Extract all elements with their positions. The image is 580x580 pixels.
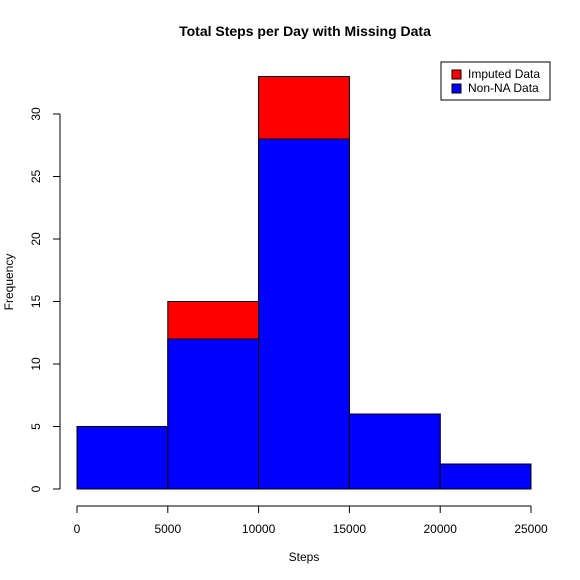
- x-axis-label: Steps: [289, 550, 320, 564]
- y-axis: 0 5 10 15 20 25 30: [29, 107, 61, 492]
- chart-title: Total Steps per Day with Missing Data: [179, 23, 431, 39]
- non-na-bar: [258, 138, 350, 490]
- x-tick-label: 15000: [333, 522, 367, 536]
- legend-swatch-imputed: [451, 69, 462, 80]
- x-tick-label: 10000: [242, 522, 276, 536]
- non-na-bars: [76, 138, 532, 490]
- x-tick-label: 20000: [424, 522, 458, 536]
- y-tick-label: 10: [29, 357, 43, 371]
- y-tick-label: 15: [29, 295, 43, 309]
- x-tick-label: 5000: [154, 522, 181, 536]
- y-tick-label: 25: [29, 170, 43, 184]
- non-na-bar: [348, 413, 441, 490]
- legend-box: [440, 61, 551, 101]
- x-tick-label: 0: [74, 522, 81, 536]
- y-tick-label: 30: [29, 107, 43, 121]
- non-na-bar: [76, 426, 169, 490]
- legend-swatch-non-na: [451, 83, 462, 94]
- y-tick-label: 5: [29, 423, 43, 430]
- y-axis-label: Frequency: [2, 254, 16, 311]
- legend-label-imputed: Imputed Data: [468, 67, 540, 81]
- non-na-bar: [439, 463, 532, 490]
- x-axis: 0 5000 10000 15000 20000 25000: [74, 505, 548, 536]
- non-na-bar: [167, 338, 260, 490]
- legend-label-non-na: Non-NA Data: [468, 81, 539, 95]
- y-tick-label: 0: [29, 485, 43, 492]
- x-tick-label: 25000: [514, 522, 548, 536]
- y-tick-label: 20: [29, 232, 43, 246]
- legend: Imputed Data Non-NA Data: [440, 61, 551, 101]
